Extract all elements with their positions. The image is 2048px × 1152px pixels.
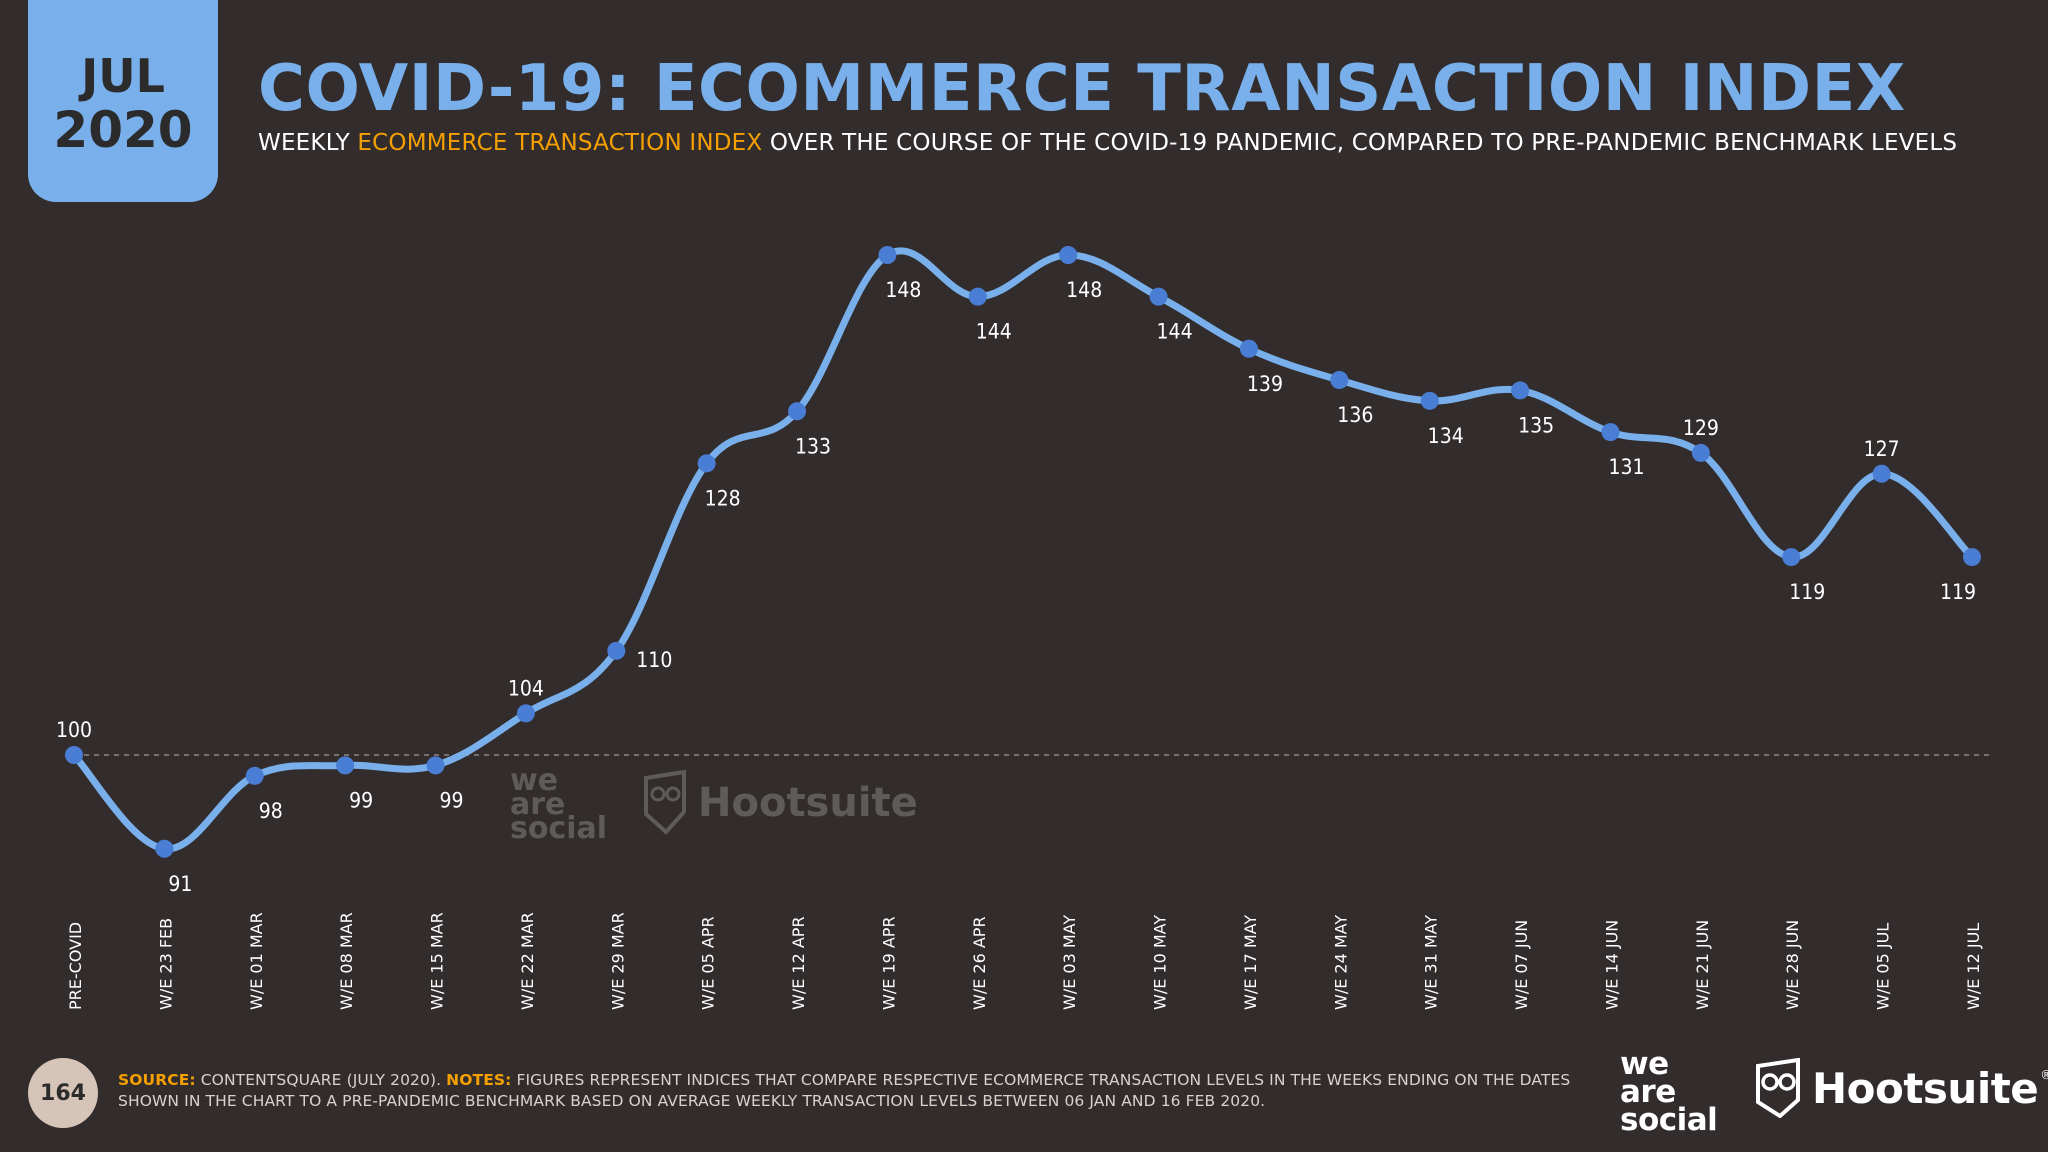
data-point [1872, 464, 1891, 483]
x-tick-label: PRE-COVID [66, 922, 85, 1010]
data-point [607, 641, 626, 660]
data-point [1420, 391, 1439, 410]
data-point [1963, 548, 1981, 567]
data-label: 139 [1247, 372, 1283, 396]
data-point [65, 746, 83, 764]
data-label: 91 [168, 872, 192, 896]
logo-was-we: we [1620, 1046, 1669, 1082]
watermark-owl-icon [644, 769, 686, 835]
x-tick-label: W/E 07 JUN [1512, 920, 1531, 1010]
source-notes: SOURCE: CONTENTSQUARE (JULY 2020). NOTES… [118, 1070, 1598, 1112]
x-tick-label: W/E 29 MAR [608, 912, 627, 1010]
badge-month: JUL [81, 49, 165, 103]
watermark-hootsuite: Hootsuite [698, 780, 918, 826]
badge-year: 2020 [53, 101, 193, 159]
x-tick-label: W/E 31 MAY [1422, 915, 1441, 1010]
x-tick-label: W/E 15 MAR [428, 912, 447, 1010]
data-point [788, 402, 807, 421]
data-label: 104 [508, 676, 544, 700]
x-tick-label: W/E 05 APR [699, 916, 718, 1010]
data-label: 148 [885, 278, 921, 302]
data-point [1330, 371, 1349, 389]
date-badge: JUL 2020 [28, 0, 218, 202]
page-number: 164 [28, 1058, 98, 1128]
x-tick-label: W/E 10 MAY [1151, 915, 1170, 1010]
data-label: 134 [1428, 424, 1464, 448]
data-label: 110 [636, 648, 672, 672]
data-label: 99 [349, 788, 373, 812]
data-label: 148 [1066, 278, 1102, 302]
chart-watermark: we are social Hootsuite [510, 763, 918, 846]
notes-text: FIGURES REPRESENT INDICES THAT COMPARE R… [118, 1071, 1571, 1110]
data-label: 100 [56, 718, 92, 742]
subtitle-pre: WEEKLY [258, 130, 358, 156]
x-tick-label: W/E 26 APR [970, 916, 989, 1010]
source-text: CONTENTSQUARE (JULY 2020). [195, 1071, 447, 1089]
data-point [1059, 246, 1078, 264]
x-tick-label: W/E 01 MAR [247, 912, 266, 1010]
data-point [155, 839, 174, 858]
source-key: SOURCE: [118, 1071, 196, 1089]
data-label: 127 [1864, 437, 1900, 461]
data-point [245, 766, 264, 785]
series-line [70, 247, 1976, 853]
x-tick-label: W/E 05 JUL [1874, 923, 1893, 1010]
data-point [697, 454, 716, 473]
data-label: 128 [705, 486, 741, 510]
x-tick-label: W/E 28 JUN [1783, 920, 1802, 1010]
x-tick-label: W/E 08 MAR [337, 912, 356, 1010]
watermark-social: social [510, 811, 607, 846]
x-axis-labels: PRE-COVID W/E 23 FEB W/E 01 MAR W/E 08 MAR W… [66, 912, 1983, 1010]
data-point [1511, 381, 1530, 400]
data-point [1149, 287, 1168, 306]
x-tick-label: W/E 23 FEB [156, 918, 175, 1010]
x-tick-label: W/E 17 MAY [1241, 915, 1260, 1010]
watermark-we: we [510, 763, 558, 798]
data-label: 136 [1337, 403, 1373, 427]
subtitle-highlight: ECOMMERCE TRANSACTION INDEX [357, 130, 763, 156]
page-title: COVID-19: ECOMMERCE TRANSACTION INDEX [258, 52, 1906, 126]
we-are-social-logo: we are social [1620, 1046, 1718, 1138]
data-point [1782, 548, 1801, 567]
registered-mark: ® [2040, 1068, 2048, 1082]
data-point [968, 287, 987, 306]
data-label: 133 [795, 434, 831, 458]
subtitle-post: OVER THE COURSE OF THE COVID-19 PANDEMIC… [762, 130, 1958, 156]
data-label: 144 [976, 320, 1012, 344]
data-point [336, 756, 355, 775]
data-label: 98 [259, 799, 283, 823]
data-point [426, 756, 445, 775]
data-label: 99 [440, 788, 464, 812]
data-label: 144 [1157, 320, 1193, 344]
data-label: 135 [1518, 413, 1554, 437]
x-tick-label: W/E 19 APR [879, 916, 898, 1010]
watermark-are: are [510, 787, 565, 822]
logo-was-social: social [1620, 1102, 1718, 1138]
data-label: 119 [1940, 580, 1976, 604]
data-point [516, 704, 535, 723]
logo-was-are: are [1620, 1074, 1676, 1110]
data-label: 131 [1608, 455, 1644, 479]
data-point [878, 246, 897, 264]
x-tick-label: W/E 12 APR [789, 916, 808, 1010]
hootsuite-wordmark: Hootsuite [1812, 1063, 2039, 1113]
x-tick-label: W/E 14 JUN [1602, 920, 1621, 1010]
data-points [65, 246, 1981, 858]
x-tick-label: W/E 21 JUN [1693, 920, 1712, 1010]
data-label: 119 [1789, 580, 1825, 604]
x-tick-label: W/E 24 MAY [1331, 915, 1350, 1010]
owl-icon [1756, 1058, 1800, 1118]
data-point [1691, 443, 1710, 462]
data-labels: 100 91 98 99 99 104 110 128 133 148 144 148 144 139 13… [56, 278, 1976, 896]
x-tick-label: W/E 03 MAY [1060, 915, 1079, 1010]
data-point [1601, 423, 1620, 442]
x-tick-label: W/E 12 JUL [1964, 923, 1983, 1010]
data-label: 129 [1683, 416, 1719, 440]
notes-key: NOTES: [446, 1071, 512, 1089]
x-tick-label: W/E 22 MAR [518, 912, 537, 1010]
hootsuite-logo: Hootsuite ® [1756, 1058, 2048, 1118]
page-subtitle: WEEKLY ECOMMERCE TRANSACTION INDEX OVER … [258, 130, 1957, 156]
data-point [1239, 339, 1258, 358]
